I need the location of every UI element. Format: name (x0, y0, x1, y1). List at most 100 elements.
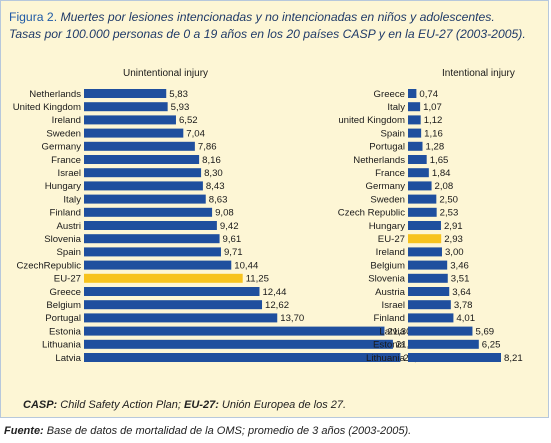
intentional-value-label-spain: 1,16 (424, 128, 443, 139)
intentional-bar-netherlands (408, 155, 427, 164)
intentional-category-label-finland: Finland (374, 313, 405, 324)
source-label: Fuente: (4, 425, 44, 437)
intentional-bar-hungary (408, 221, 441, 230)
unintentional-bar-greece (84, 287, 260, 296)
unintentional-value-label-united-kingdom: 5,93 (171, 102, 190, 113)
intentional-value-label-finland: 4,01 (456, 313, 475, 324)
intentional-bar-lithuania (408, 353, 501, 362)
unintentional-bar-ireland (84, 115, 176, 125)
unintentional-value-label-france: 8,16 (202, 155, 221, 166)
unintentional-value-label-portugal: 13,70 (280, 313, 304, 324)
intentional-category-label-germany: Germany (366, 181, 406, 192)
source-text: Base de datos de mortalidad de la OMS; p… (43, 425, 412, 437)
casp-abbr: CASP: (23, 399, 58, 411)
unintentional-value-label-spain: 9,71 (224, 247, 243, 258)
intentional-value-label-united-kingdom: 1,12 (424, 115, 443, 126)
eu-text: Unión Europea de los 27. (218, 399, 347, 411)
intentional-value-label-france: 1,84 (432, 168, 451, 179)
unintentional-bar-belgium (84, 300, 263, 310)
unintentional-bar-hungary (84, 181, 203, 191)
intentional-category-label-israel: Israel (382, 300, 405, 311)
unintentional-bar-czechrepublic (84, 260, 232, 270)
unintentional-category-label-germany: Germany (42, 142, 82, 153)
unintentional-value-label-israel: 8,30 (204, 168, 223, 179)
unintentional-chart-title: Unintentional injury (123, 68, 208, 79)
unintentional-value-label-lithuania: 21,90 (396, 340, 420, 351)
intentional-category-label-slovenia: Slovenia (368, 274, 405, 285)
unintentional-value-label-finland: 9,08 (215, 208, 234, 219)
unintentional-value-label-netherlands: 5,83 (169, 89, 188, 100)
unintentional-value-label-eu-27: 11,25 (246, 274, 269, 285)
unintentional-bar-sweden (84, 128, 184, 138)
intentional-category-label-italy: Italy (387, 102, 405, 113)
intentional-value-label-belgium: 3,46 (450, 260, 469, 271)
intentional-category-label-sweden: Sweden (370, 194, 405, 205)
bar-charts: Unintentional injury Netherlands 5,83 Unite… (13, 68, 523, 364)
intentional-category-label-greece: Greece (374, 89, 405, 100)
unintentional-value-label-austri: 9,42 (220, 221, 239, 232)
intentional-category-label-estonia: Estonia (373, 340, 406, 351)
intentional-value-label-latvia: 5,69 (475, 326, 494, 337)
figure-title-block: Figura 2. Muertes por lesiones intencion… (9, 9, 544, 43)
unintentional-bar-france (84, 155, 200, 164)
unintentional-value-label-italy: 8,63 (209, 194, 228, 205)
unintentional-bar-finland (84, 207, 213, 217)
unintentional-bar-germany (84, 141, 195, 151)
unintentional-bar-slovenia (84, 234, 220, 244)
intentional-bar-ireland (408, 247, 442, 257)
intentional-bar-czech-republic (408, 207, 437, 217)
unintentional-value-label-slovenia: 9,61 (223, 234, 242, 245)
figure-title: Muertes por lesiones intencionadas y no … (60, 10, 495, 24)
unintentional-category-label-czechrepublic: CzechRepublic (16, 260, 81, 271)
unintentional-value-label-hungary: 8,43 (206, 181, 225, 192)
intentional-bar-belgium (408, 260, 448, 270)
intentional-value-label-estonia: 6,25 (482, 340, 501, 351)
intentional-category-label-spain: Spain (380, 128, 405, 139)
unintentional-value-label-belgium: 12,62 (265, 300, 289, 311)
unintentional-category-label-israel: Israel (58, 168, 81, 179)
intentional-value-label-germany: 2,08 (435, 181, 454, 192)
unintentional-category-label-netherlands: Netherlands (29, 89, 81, 100)
unintentional-category-label-latvia: Latvia (55, 353, 81, 364)
figure-panel: Figura 2. Muertes por lesiones intencion… (0, 0, 549, 418)
unintentional-category-label-greece: Greece (50, 287, 81, 298)
unintentional-bar-netherlands (84, 89, 167, 98)
intentional-value-label-hungary: 2,91 (444, 221, 463, 232)
unintentional-category-label-finland: Finland (50, 208, 81, 219)
source-note: Fuente: Base de datos de mortalidad de l… (4, 425, 411, 437)
unintentional-injury-chart: Unintentional injury Netherlands 5,83 Unite… (13, 68, 428, 364)
intentional-bar-spain (408, 128, 422, 138)
unintentional-category-label-ireland: Ireland (52, 115, 81, 126)
unintentional-value-label-czechrepublic: 10,44 (234, 260, 259, 271)
intentional-bar-latvia (408, 326, 473, 336)
unintentional-category-label-united-kingdom: United Kingdom (13, 102, 81, 113)
intentional-value-label-israel: 3,78 (454, 300, 473, 311)
intentional-bar-israel (408, 300, 451, 310)
intentional-category-label-lithuania: Lithuania (366, 353, 406, 364)
intentional-bar-portugal (408, 141, 423, 151)
unintentional-category-label-france: France (51, 155, 81, 166)
intentional-bar-austria (408, 287, 450, 296)
unintentional-bar-italy (84, 194, 206, 204)
unintentional-bar-austri (84, 221, 217, 230)
intentional-category-label-latvia: Latvia (379, 326, 405, 337)
unintentional-bar-united-kingdom (84, 102, 168, 112)
intentional-chart-title: Intentional injury (442, 68, 515, 79)
intentional-bar-eu-27 (408, 234, 442, 244)
intentional-bar-italy (408, 102, 421, 112)
figure-label: Figura 2. (9, 10, 58, 24)
unintentional-bar-latvia (84, 353, 401, 362)
unintentional-bar-spain (84, 247, 221, 257)
unintentional-category-label-italy: Italy (63, 194, 81, 205)
intentional-bar-sweden (408, 194, 437, 204)
intentional-category-label-netherlands: Netherlands (353, 155, 405, 166)
unintentional-bar-portugal (84, 313, 278, 323)
intentional-category-label-eu-27: EU-27 (378, 234, 405, 245)
unintentional-bar-lithuania (84, 339, 393, 349)
unintentional-category-label-eu-27: EU-27 (54, 274, 81, 285)
intentional-category-label-ireland: Ireland (376, 247, 405, 258)
intentional-value-label-ireland: 3,00 (445, 247, 464, 258)
unintentional-bar-israel (84, 168, 202, 178)
casp-note: CASP: Child Safety Action Plan; EU-27: U… (23, 399, 346, 411)
intentional-category-label-united-kingdom: united Kingdom (338, 115, 405, 126)
